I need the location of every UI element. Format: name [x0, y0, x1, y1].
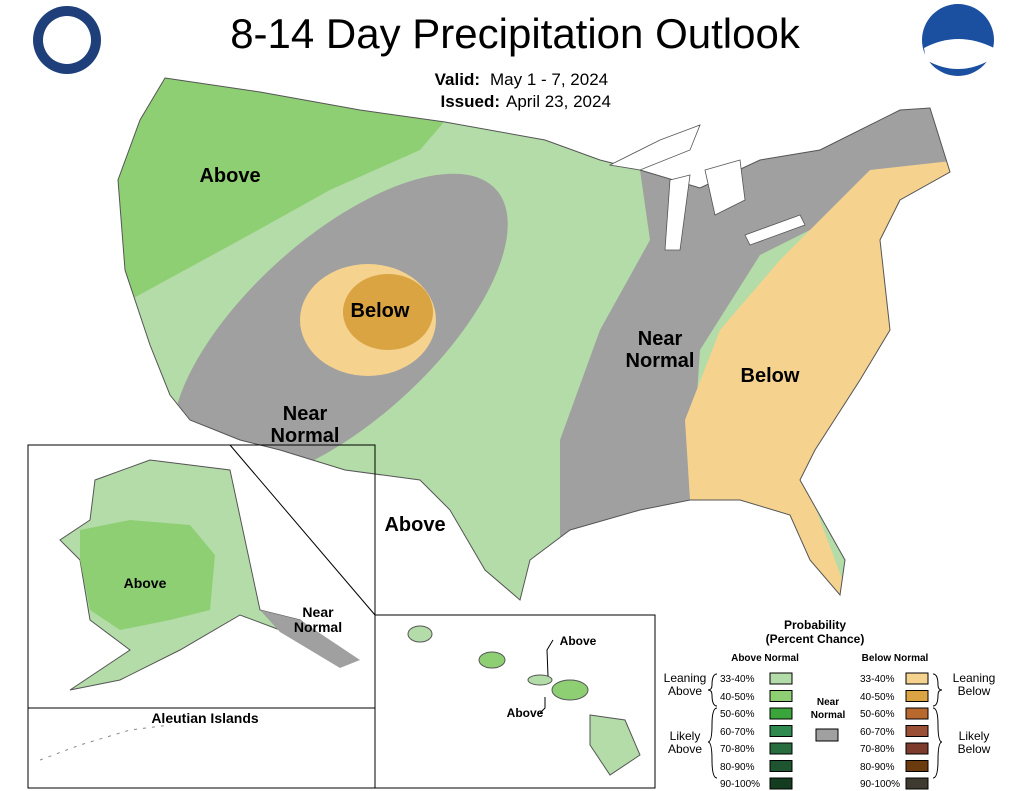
legend-swatch	[769, 777, 793, 790]
legend-range: 60-70%	[720, 726, 755, 738]
legend-range: 60-70%	[860, 726, 895, 738]
legend-range: 80-90%	[720, 761, 755, 773]
legend-group: Leaning Above	[663, 671, 707, 698]
alaska-near-region	[260, 610, 360, 668]
legend-range: 90-100%	[860, 779, 901, 790]
issued-date: April 23, 2024	[506, 92, 611, 111]
legend-range: 50-60%	[720, 709, 755, 720]
legend-swatch	[769, 672, 793, 685]
nw-above-region	[118, 78, 450, 300]
legend-swatch	[769, 760, 793, 772]
legend-heading: Above Normal	[731, 653, 799, 664]
legend-range: 70-80%	[860, 744, 895, 755]
region-label: Above	[559, 634, 597, 648]
legend-group: Likely Above	[667, 729, 703, 756]
legend-title: Probability	[783, 618, 846, 632]
legend-swatch	[905, 707, 929, 720]
alaska-box-edge	[229, 444, 376, 616]
conus-regions	[118, 78, 950, 600]
legend-swatch	[769, 707, 793, 720]
region-label: Below	[740, 365, 800, 387]
valid-dates: May 1 - 7, 2024	[490, 70, 609, 89]
region-label: Below	[350, 300, 410, 322]
hawaii-box	[374, 614, 656, 789]
legend-swatch	[769, 690, 793, 702]
region-label: Above	[199, 165, 261, 187]
legend-heading: Below Normal	[861, 653, 929, 664]
valid-label: Valid:	[434, 70, 480, 89]
issued-label: Issued:	[440, 92, 500, 111]
legend-subtitle: (Percent Chance)	[765, 632, 865, 646]
legend-group: Likely Below	[957, 729, 991, 756]
legend-swatch	[905, 672, 929, 685]
legend-braces	[707, 673, 943, 779]
legend-swatch	[905, 742, 929, 755]
alaska-above-region	[80, 520, 215, 630]
legend-group: Leaning Below	[952, 671, 996, 698]
region-label: Above	[123, 575, 167, 591]
doc-seal-inner	[43, 16, 91, 64]
legend-swatch	[905, 725, 929, 737]
legend-range: 70-80%	[720, 744, 755, 755]
below-likely-region	[343, 274, 433, 350]
legend-swatch	[769, 742, 793, 755]
region-label: Above	[506, 706, 544, 720]
legend-heading: Near Normal	[810, 697, 846, 721]
aleutian-islands	[39, 724, 171, 761]
hawaii-islands	[407, 625, 641, 776]
region-label: Above	[384, 514, 446, 536]
region-label: Near Normal	[625, 328, 695, 372]
legend-range: 40-50%	[860, 691, 895, 703]
legend-range: 33-40%	[860, 674, 895, 685]
legend-range: 90-100%	[720, 779, 761, 790]
legend-swatch	[769, 725, 793, 737]
hawaii-pointers	[539, 639, 554, 714]
great-lakes	[608, 124, 806, 251]
east-near-region	[560, 100, 950, 540]
noaa-logo-wave	[924, 39, 994, 69]
region-label: Near Normal	[270, 403, 340, 447]
legend-swatch	[905, 760, 929, 772]
legend-range: 40-50%	[720, 691, 755, 703]
legend-range: 50-60%	[860, 709, 895, 720]
aleutian-title: Aleutian Islands	[151, 710, 259, 726]
legend-swatch	[905, 777, 929, 790]
title: 8-14 Day Precipitation Outlook	[230, 10, 800, 57]
legend-range: 33-40%	[720, 674, 755, 685]
legend-swatch	[905, 690, 929, 702]
legend-range: 80-90%	[860, 761, 895, 773]
region-label: Near Normal	[293, 604, 343, 635]
near-normal-swatch	[815, 728, 839, 742]
